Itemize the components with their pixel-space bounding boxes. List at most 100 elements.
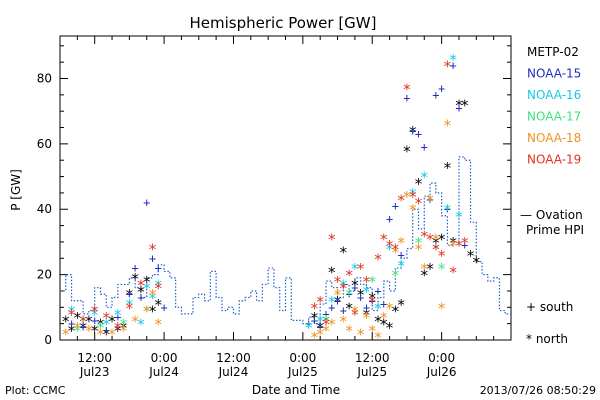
data-point: * bbox=[310, 309, 319, 327]
data-point: + bbox=[398, 248, 405, 262]
data-point: + bbox=[392, 199, 399, 213]
series-noaa-18: * * * * * ****************************** bbox=[61, 116, 457, 346]
data-point: * bbox=[73, 322, 82, 340]
data-point: + bbox=[438, 81, 445, 95]
data-point: * bbox=[333, 293, 342, 311]
data-point: * bbox=[402, 142, 411, 160]
data-point: * bbox=[142, 273, 151, 291]
data-point: * bbox=[443, 159, 452, 177]
x-tick-label-time: 12:00 bbox=[77, 351, 112, 365]
data-point: + bbox=[357, 291, 364, 305]
data-point: * bbox=[108, 325, 117, 343]
data-point: * bbox=[454, 208, 463, 226]
y-tick-label: 20 bbox=[37, 268, 52, 282]
data-point: * bbox=[102, 325, 111, 343]
data-point: * bbox=[391, 244, 400, 262]
x-tick-label-date: Jul24 bbox=[148, 365, 179, 379]
data-point: + bbox=[369, 294, 376, 308]
data-point: * bbox=[96, 325, 105, 343]
data-point: * bbox=[391, 240, 400, 258]
data-point: * bbox=[379, 309, 388, 327]
data-point: * bbox=[408, 123, 417, 141]
data-point: * bbox=[316, 319, 325, 337]
data-point: * bbox=[420, 169, 429, 187]
data-point: * bbox=[350, 276, 359, 294]
data-point: * bbox=[131, 270, 140, 288]
data-point: * bbox=[362, 306, 371, 324]
data-point: * bbox=[350, 260, 359, 278]
data-point: * bbox=[148, 286, 157, 304]
data-point: * bbox=[125, 296, 134, 314]
data-point: * bbox=[443, 116, 452, 134]
data-point: * bbox=[385, 237, 394, 255]
data-point: + bbox=[415, 127, 422, 141]
data-point: * bbox=[327, 231, 336, 249]
data-point: + bbox=[80, 320, 87, 334]
satellite-points: ****************************************… bbox=[61, 51, 481, 347]
data-point: + bbox=[363, 300, 370, 314]
data-point: * bbox=[408, 188, 417, 206]
data-point: + bbox=[149, 251, 156, 265]
x-axis: 12:00Jul230:00Jul2412:00Jul240:00Jul2512… bbox=[59, 36, 512, 379]
data-point: * bbox=[431, 240, 440, 258]
data-point: * bbox=[397, 296, 406, 314]
data-point: + bbox=[450, 58, 457, 72]
data-point: + bbox=[305, 317, 312, 331]
data-point: * bbox=[79, 312, 88, 330]
data-point: + bbox=[403, 91, 410, 105]
data-point: + bbox=[421, 140, 428, 154]
data-point: * bbox=[460, 234, 469, 252]
data-point: * bbox=[84, 312, 93, 330]
x-tick-label-time: 12:00 bbox=[216, 351, 251, 365]
data-point: * bbox=[136, 316, 145, 334]
data-point: * bbox=[316, 312, 325, 330]
data-point: * bbox=[142, 280, 151, 298]
data-point: * bbox=[350, 306, 359, 324]
data-point: + bbox=[132, 261, 139, 275]
north-marker-legend: * north bbox=[526, 332, 568, 346]
data-point: * bbox=[79, 312, 88, 330]
data-point: * bbox=[449, 51, 458, 69]
legend-entry: NOAA-19 bbox=[527, 153, 581, 167]
data-point: * bbox=[397, 234, 406, 252]
data-point: * bbox=[443, 201, 452, 219]
data-point: * bbox=[113, 306, 122, 324]
data-point: * bbox=[402, 188, 411, 206]
data-point: * bbox=[90, 303, 99, 321]
data-point: * bbox=[321, 312, 330, 330]
data-point: + bbox=[322, 307, 329, 321]
south-marker-legend: + south bbox=[526, 300, 573, 314]
data-point: * bbox=[472, 254, 481, 272]
y-tick-label: 0 bbox=[44, 333, 52, 347]
data-point: * bbox=[356, 260, 365, 278]
data-point: + bbox=[444, 202, 451, 216]
data-point: * bbox=[373, 299, 382, 317]
data-point: * bbox=[339, 244, 348, 262]
data-point: * bbox=[414, 234, 423, 252]
data-point: * bbox=[321, 316, 330, 334]
data-point: * bbox=[454, 237, 463, 255]
x-tick-label-time: 0:00 bbox=[151, 351, 178, 365]
data-point: + bbox=[345, 287, 352, 301]
data-point: * bbox=[420, 227, 429, 245]
data-point: * bbox=[345, 286, 354, 304]
data-point: * bbox=[339, 280, 348, 298]
ovation-legend-label-2: Prime HPI bbox=[526, 223, 584, 237]
data-point: * bbox=[327, 293, 336, 311]
data-point: * bbox=[368, 290, 377, 308]
data-point: * bbox=[148, 240, 157, 258]
data-point: * bbox=[420, 260, 429, 278]
series-noaa-15: + + ++++++++++++++++++++++++++++++++++++++ bbox=[68, 58, 468, 337]
data-point: * bbox=[339, 312, 348, 330]
data-point: + bbox=[103, 323, 110, 337]
data-point: * bbox=[154, 316, 163, 334]
data-point: * bbox=[102, 309, 111, 327]
chart-title: Hemispheric Power [GW] bbox=[190, 14, 377, 32]
data-point: * bbox=[108, 312, 117, 330]
x-tick-label-date: Jul25 bbox=[356, 365, 387, 379]
ovation-legend-label-1: — Ovation bbox=[520, 208, 583, 222]
plot-timestamp: 2013/07/26 08:50:29 bbox=[480, 384, 596, 397]
data-point: * bbox=[408, 185, 417, 203]
data-point: + bbox=[374, 284, 381, 298]
data-point: * bbox=[113, 322, 122, 340]
